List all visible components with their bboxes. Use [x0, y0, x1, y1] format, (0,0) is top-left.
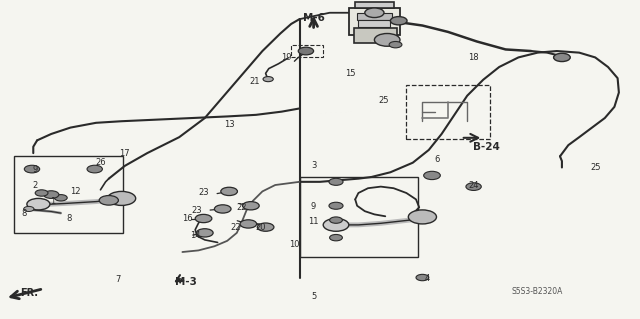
Text: B-24: B-24: [473, 142, 500, 152]
Bar: [357, 13, 392, 20]
Circle shape: [54, 195, 67, 201]
Bar: [406, 85, 490, 139]
Text: 5: 5: [311, 292, 316, 301]
Circle shape: [243, 202, 259, 210]
Bar: [358, 20, 390, 27]
Text: 21: 21: [250, 77, 260, 86]
Circle shape: [196, 229, 213, 237]
Text: 25: 25: [379, 96, 389, 105]
Text: 18: 18: [468, 53, 479, 62]
Text: 4: 4: [425, 274, 430, 283]
Bar: [355, 2, 394, 8]
Text: 13: 13: [224, 120, 234, 129]
Text: 10: 10: [289, 240, 300, 249]
Text: 16: 16: [182, 214, 193, 223]
Circle shape: [298, 47, 314, 55]
Text: 8: 8: [21, 209, 26, 218]
Text: 26: 26: [96, 158, 106, 167]
Circle shape: [35, 190, 48, 196]
Bar: [14, 156, 123, 233]
Text: 9: 9: [311, 202, 316, 211]
Text: 22: 22: [230, 223, 241, 232]
Text: FR.: FR.: [20, 288, 38, 299]
Circle shape: [108, 191, 136, 205]
Text: 7: 7: [116, 275, 121, 284]
Text: S5S3-B2320A: S5S3-B2320A: [512, 287, 563, 296]
Text: 3: 3: [311, 161, 316, 170]
Text: 9: 9: [33, 165, 38, 174]
Text: 12: 12: [70, 187, 81, 196]
Circle shape: [214, 205, 231, 213]
Text: 22: 22: [237, 204, 247, 212]
Circle shape: [329, 178, 343, 185]
Circle shape: [365, 8, 384, 18]
Text: 17: 17: [120, 149, 130, 158]
Text: 11: 11: [308, 217, 319, 226]
Circle shape: [195, 214, 212, 223]
Text: 23: 23: [198, 189, 209, 197]
Circle shape: [257, 223, 274, 231]
Text: 15: 15: [346, 69, 356, 78]
Circle shape: [24, 206, 34, 211]
Circle shape: [554, 53, 570, 62]
Circle shape: [374, 33, 400, 46]
Bar: [291, 45, 323, 57]
Text: 19: 19: [282, 53, 292, 62]
Text: 8: 8: [67, 214, 72, 223]
Circle shape: [221, 187, 237, 196]
Bar: [349, 8, 400, 35]
Circle shape: [27, 198, 50, 210]
Text: 24: 24: [468, 181, 479, 189]
Text: 14: 14: [190, 231, 200, 240]
Circle shape: [87, 165, 102, 173]
Text: 25: 25: [590, 163, 600, 172]
Circle shape: [330, 234, 342, 241]
Circle shape: [330, 217, 342, 223]
Text: M-3: M-3: [175, 277, 196, 287]
Circle shape: [329, 202, 343, 209]
Text: 6: 6: [435, 155, 440, 164]
Circle shape: [424, 171, 440, 180]
Text: 2: 2: [33, 181, 38, 190]
Circle shape: [24, 165, 40, 173]
Circle shape: [408, 210, 436, 224]
Circle shape: [323, 219, 349, 231]
Text: 23: 23: [192, 206, 202, 215]
Text: M-6: M-6: [303, 12, 324, 23]
Circle shape: [240, 220, 257, 228]
Circle shape: [390, 17, 407, 25]
Circle shape: [389, 41, 402, 48]
Circle shape: [263, 77, 273, 82]
Bar: [354, 28, 397, 43]
Circle shape: [416, 274, 429, 281]
Circle shape: [99, 196, 118, 205]
Text: 1: 1: [50, 197, 55, 206]
Text: 20: 20: [256, 223, 266, 232]
Circle shape: [466, 183, 481, 190]
Circle shape: [44, 191, 59, 198]
Bar: [300, 177, 418, 257]
